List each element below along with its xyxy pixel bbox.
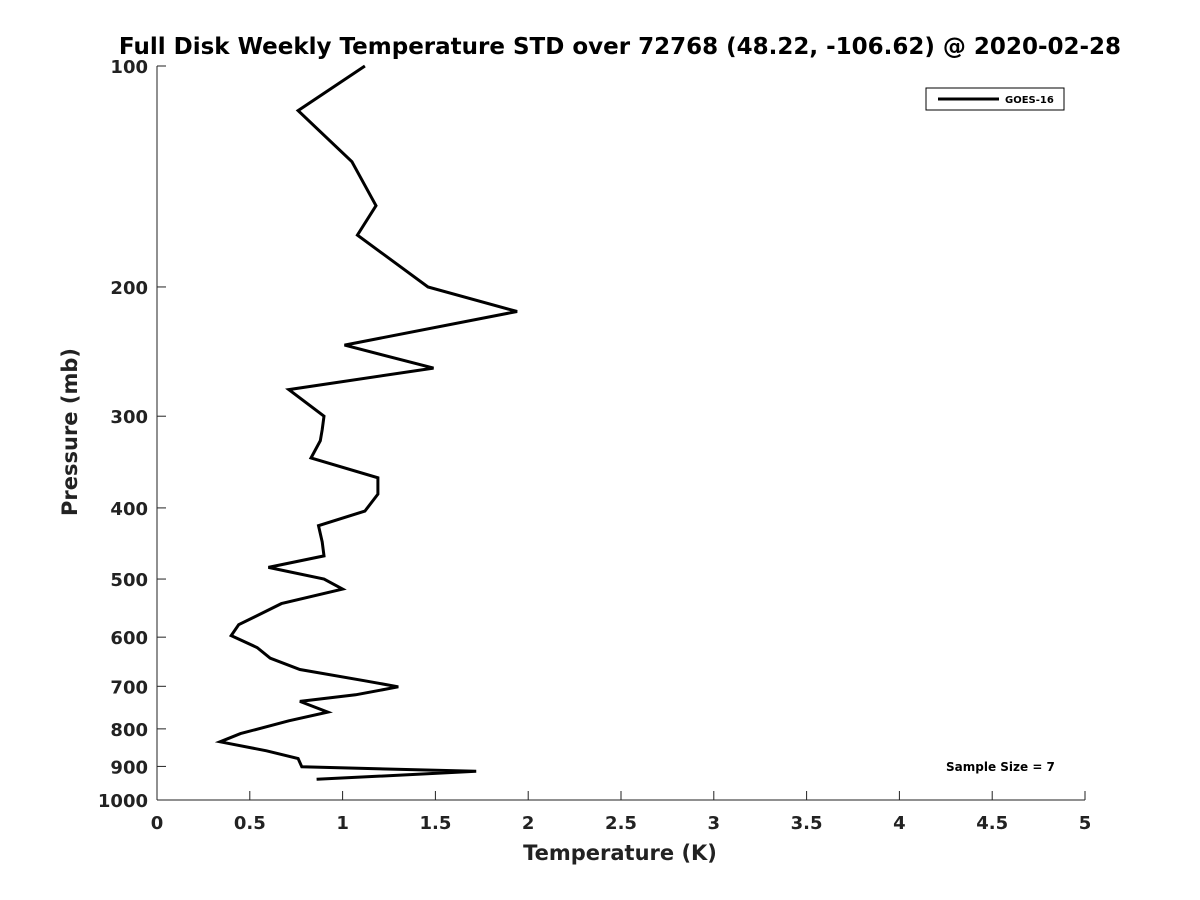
legend-label-goes-16: GOES-16 — [1005, 95, 1054, 106]
y-tick-label: 500 — [110, 570, 148, 591]
x-axis-ticks: 0 0.5 1 1.5 2 2.5 3 3.5 4 4.5 5 — [151, 791, 1092, 834]
x-tick-label: 2.5 — [605, 813, 637, 834]
sample-size-annotation: Sample Size = 7 — [946, 760, 1055, 774]
y-tick-label: 100 — [110, 57, 148, 78]
y-tick-label: 800 — [110, 720, 148, 741]
y-tick-label: 600 — [110, 628, 148, 649]
x-tick-label: 0.5 — [234, 813, 266, 834]
chart-title: Full Disk Weekly Temperature STD over 72… — [119, 34, 1121, 60]
y-axis-ticks: 100 200 300 400 500 600 700 800 900 1000 — [98, 57, 166, 812]
legend: GOES-16 — [925, 87, 1065, 111]
series-group — [214, 64, 518, 781]
x-tick-label: 2 — [522, 813, 535, 834]
y-tick-label: 900 — [110, 757, 148, 778]
x-axis-label: Temperature (K) — [523, 841, 717, 865]
y-tick-label: 400 — [110, 499, 148, 520]
y-tick-label: 200 — [110, 278, 148, 299]
x-tick-label: 3.5 — [791, 813, 823, 834]
y-tick-label: 700 — [110, 677, 148, 698]
y-tick-label: 1000 — [98, 791, 148, 812]
x-tick-label: 1 — [336, 813, 349, 834]
x-tick-label: 0 — [151, 813, 164, 834]
y-axis-label: Pressure (mb) — [58, 348, 82, 516]
x-tick-label: 5 — [1079, 813, 1092, 834]
x-tick-label: 3 — [708, 813, 721, 834]
y-tick-label: 300 — [110, 407, 148, 428]
x-tick-label: 4 — [893, 813, 906, 834]
series-line-0 — [214, 64, 518, 781]
x-tick-label: 4.5 — [976, 813, 1008, 834]
x-tick-label: 1.5 — [419, 813, 451, 834]
